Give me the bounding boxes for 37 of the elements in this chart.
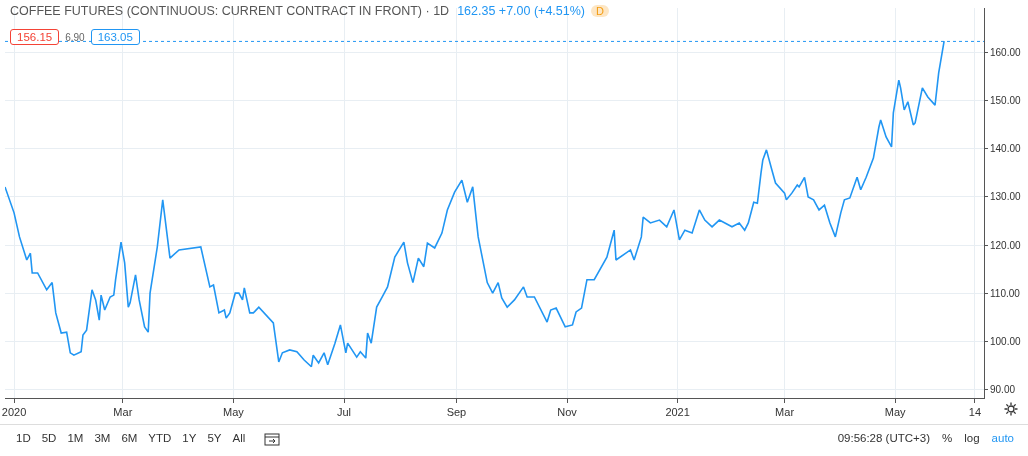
annotation: D (591, 5, 609, 17)
y-tick-label: 120.00 (990, 239, 1022, 251)
x-tick-label: Jul (336, 406, 352, 419)
annotation: 163.05 (90, 29, 140, 45)
annotation: 6.90 (65, 32, 85, 43)
text: 1M (67, 432, 84, 445)
x-tick-label: May (223, 406, 245, 419)
text: 09:56:28 (UTC+3) (837, 432, 931, 444)
x-tick-label: Sep (446, 406, 467, 419)
text: 3M (94, 432, 111, 445)
text: log (964, 432, 980, 444)
x-tick-label: 14 (968, 406, 982, 419)
annotation: 156.15 (10, 29, 60, 45)
y-tick-label: 110.00 (990, 287, 1021, 299)
text: All (232, 432, 246, 445)
text: 6M (121, 432, 138, 445)
x-tick-label: 2021 (665, 406, 690, 419)
text: % (942, 432, 953, 444)
y-tick-label: 140.00 (990, 143, 1022, 155)
text: 5Y (207, 432, 222, 445)
y-tick-label: 100.00 (990, 335, 1022, 347)
text: 1D (16, 432, 31, 445)
y-tick-label: 150.00 (990, 95, 1022, 107)
y-tick-label: 160.00 (990, 47, 1022, 59)
text: auto (991, 432, 1014, 444)
y-tick-label: 90.00 (990, 383, 1016, 395)
text: YTD (148, 432, 172, 445)
x-tick-label: May (884, 406, 907, 419)
x-tick-label: 2020 (1, 406, 27, 419)
x-tick-label: Nov (557, 406, 578, 419)
text: 1Y (182, 432, 197, 445)
chart-title: COFFEE FUTURES (CONTINUOUS: CURRENT CONTRACT IN FRONT) · 1D (10, 4, 450, 18)
x-tick-label: Mar (113, 406, 133, 419)
x-tick-label: Mar (775, 406, 795, 419)
y-tick-label: 130.00 (990, 191, 1022, 203)
chart-subtitle: 162.35 +7.00 (+4.51%) (457, 4, 585, 18)
text: 5D (41, 432, 57, 445)
